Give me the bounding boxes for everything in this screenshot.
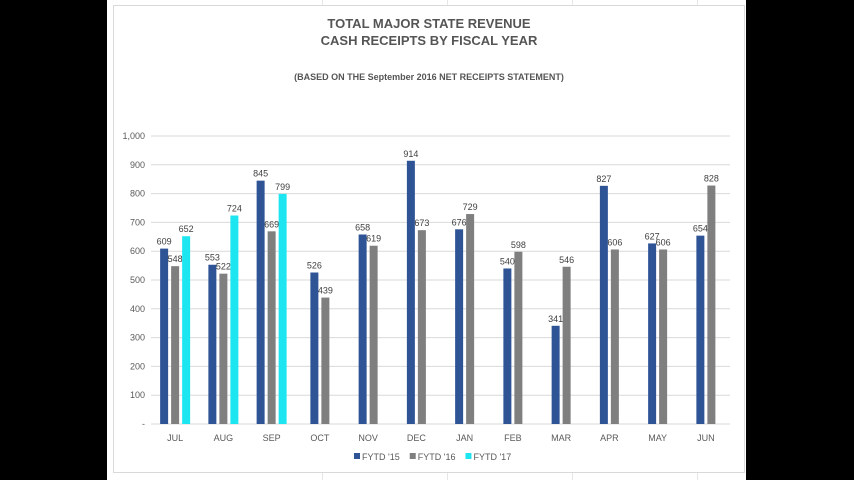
bar: [406, 160, 415, 424]
legend-swatch: [354, 453, 360, 459]
bar: [707, 185, 716, 424]
y-tick-label: 800: [130, 189, 145, 199]
bar: [208, 264, 217, 424]
data-label: 827: [596, 174, 611, 184]
y-tick-label: 400: [130, 304, 145, 314]
y-tick-label: 700: [130, 217, 145, 227]
data-label: 652: [179, 224, 194, 234]
data-label: 654: [693, 224, 708, 234]
bar: [696, 235, 705, 424]
bar: [182, 236, 191, 424]
data-label: 673: [414, 218, 429, 228]
x-tick-label: DEC: [407, 433, 427, 443]
data-label: 540: [500, 256, 515, 266]
data-label: 828: [704, 174, 719, 184]
bar: [256, 180, 265, 424]
data-label: 669: [264, 219, 279, 229]
legend-label: FYTD '15: [362, 452, 400, 462]
x-tick-label: MAY: [648, 433, 667, 443]
legend-swatch: [465, 453, 472, 459]
data-label: 658: [355, 222, 370, 232]
data-label: 548: [168, 254, 183, 264]
data-label: 341: [548, 314, 563, 324]
data-label: 845: [253, 169, 268, 179]
data-label: 799: [275, 182, 290, 192]
bar: [562, 266, 571, 424]
bar: [358, 234, 367, 424]
data-label: 598: [511, 240, 526, 250]
y-tick-label: 1,000: [122, 131, 145, 141]
chart-plot: - 100 200 300 400 500 600 700 800 900 1,000 609 548 6…: [122, 131, 730, 462]
y-tick-label: -: [142, 419, 145, 429]
x-tick-label: JAN: [456, 433, 473, 443]
legend-label: FYTD '17: [473, 452, 511, 462]
x-tick-label: AUG: [214, 433, 234, 443]
bar: [219, 273, 228, 424]
data-label: 553: [205, 253, 220, 263]
bar: [514, 251, 523, 424]
bar: [160, 248, 169, 424]
data-label: 627: [645, 231, 660, 241]
chart-note: (BASED ON THE September 2016 NET RECEIPT…: [294, 72, 564, 82]
data-label: 439: [318, 286, 333, 296]
y-tick-label: 100: [130, 390, 145, 400]
bar: [455, 229, 464, 424]
bar: [551, 325, 560, 424]
chart-title: TOTAL MAJOR STATE REVENUE: [327, 16, 531, 31]
x-tick-label: OCT: [310, 433, 330, 443]
bar: [171, 266, 180, 424]
bar: [230, 215, 239, 424]
data-label: 522: [216, 262, 231, 272]
y-tick-label: 900: [130, 160, 145, 170]
bar: [466, 214, 475, 424]
bar: [321, 297, 330, 424]
chart-container[interactable]: TOTAL MAJOR STATE REVENUE CASH RECEIPTS …: [113, 5, 745, 473]
legend-label: FYTD '16: [418, 452, 456, 462]
x-tick-label: JUN: [697, 433, 715, 443]
data-label: 546: [559, 255, 574, 265]
bar: [369, 245, 378, 424]
y-tick-label: 200: [130, 361, 145, 371]
y-tick-label: 300: [130, 333, 145, 343]
data-label: 526: [307, 261, 322, 271]
bar: [417, 230, 426, 424]
x-tick-label: SEP: [263, 433, 281, 443]
data-label: 606: [607, 237, 622, 247]
data-label: 914: [403, 149, 418, 159]
bar: [278, 193, 287, 424]
bar: [599, 185, 608, 424]
chart-subtitle: CASH RECEIPTS BY FISCAL YEAR: [320, 33, 538, 48]
bar: [659, 249, 668, 424]
y-tick-label: 500: [130, 275, 145, 285]
bar: [503, 268, 512, 424]
data-label: 609: [157, 237, 172, 247]
data-label: 729: [463, 202, 478, 212]
y-tick-label: 600: [130, 246, 145, 256]
bar: [648, 243, 657, 424]
x-tick-label: NOV: [358, 433, 378, 443]
data-label: 676: [452, 217, 467, 227]
data-label: 606: [656, 237, 671, 247]
legend-swatch: [409, 453, 416, 459]
x-tick-label: FEB: [504, 433, 522, 443]
bar: [310, 272, 319, 424]
data-label: 724: [227, 203, 242, 213]
x-tick-label: APR: [600, 433, 619, 443]
x-tick-label: JUL: [167, 433, 183, 443]
bar: [267, 231, 276, 424]
bar: [610, 249, 619, 424]
x-tick-label: MAR: [551, 433, 572, 443]
data-label: 619: [366, 234, 381, 244]
